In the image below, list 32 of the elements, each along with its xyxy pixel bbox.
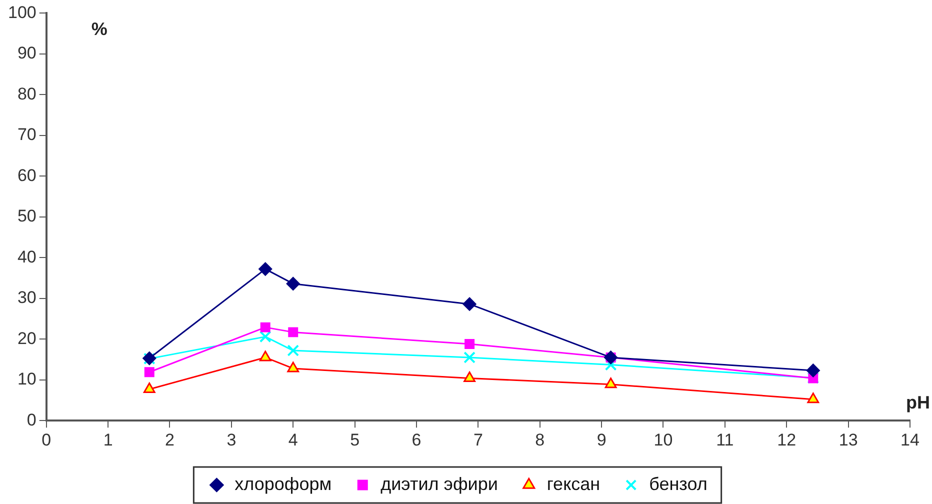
x-tick-label: 8 [535, 430, 545, 450]
x-axis-title: pH [906, 392, 930, 413]
x-tick-label: 6 [412, 430, 422, 450]
x-tick-label: 9 [596, 430, 606, 450]
y-tick-label: 10 [17, 370, 36, 389]
x-tick-label: 14 [900, 430, 920, 450]
y-tick-label: 20 [17, 328, 36, 348]
x-tick-label: 7 [473, 430, 483, 450]
y-tick-label: 80 [17, 84, 36, 104]
y-tick-label: 90 [17, 44, 36, 63]
x-tick-label: 13 [838, 430, 858, 450]
x-tick-label: 11 [716, 430, 734, 450]
legend-label: бензол [649, 474, 708, 494]
y-tick-label: 40 [17, 247, 36, 266]
x-tick-label: 5 [350, 430, 360, 450]
y-tick-label: 60 [17, 166, 36, 185]
y-tick-label: 70 [17, 125, 36, 144]
x-tick-label: 4 [288, 430, 298, 450]
legend-label: гексан [546, 474, 600, 494]
legend-label: диэтил эфири [380, 474, 498, 494]
x-tick-label: 1 [103, 430, 113, 450]
x-tick-label: 3 [226, 430, 236, 450]
x-tick-label: 10 [654, 430, 673, 450]
x-tick-label: 0 [42, 430, 52, 450]
y-axis-title: % [91, 19, 108, 40]
legend-label: хлороформ [234, 474, 332, 494]
y-tick-label: 30 [17, 288, 36, 308]
y-tick-label: 0 [26, 410, 36, 430]
y-tick-label: 50 [17, 206, 36, 226]
y-tick-label: 100 [8, 2, 36, 22]
x-tick-label: 2 [165, 430, 174, 450]
x-tick-label: 12 [777, 430, 796, 450]
